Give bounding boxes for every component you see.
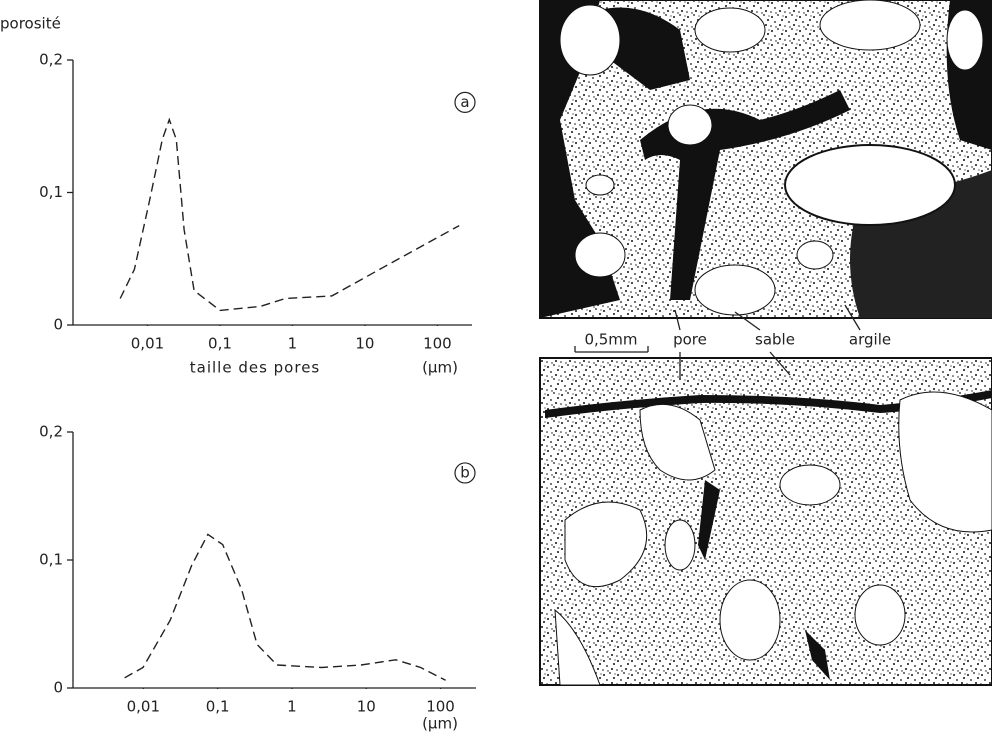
- x-tick-label: 100: [426, 698, 455, 716]
- micrograph-legend: 0,5mm pore sable argile: [574, 304, 891, 380]
- y-tick-label: 0,2: [39, 423, 63, 441]
- annotation: b: [460, 463, 470, 481]
- label-sable: sable: [755, 331, 795, 349]
- annotation-circle: [454, 91, 476, 114]
- x-tick-label: 10: [357, 698, 376, 716]
- y-tick-label: 0,1: [39, 551, 63, 569]
- x-tick-label: 100: [423, 335, 452, 353]
- x-unit: (µm): [422, 715, 458, 733]
- label-pore: pore: [673, 331, 707, 349]
- x-tick-label: 1: [287, 698, 297, 716]
- x-unit: (µm): [422, 359, 458, 377]
- x-axis-label: taille des pores: [190, 359, 321, 377]
- scale-bar-label: 0,5mm: [584, 331, 637, 349]
- x-tick-label: 10: [355, 335, 374, 353]
- x-tick-label: 0,1: [206, 698, 230, 716]
- micrograph-bottom: [539, 357, 992, 686]
- micrograph-top: [539, 0, 992, 319]
- y-tick-label: 0,1: [39, 183, 63, 201]
- x-tick-label: 0,01: [127, 698, 160, 716]
- x-tick-label: 0,01: [131, 335, 164, 353]
- data-line: [119, 117, 460, 312]
- x-tick-label: 0,1: [208, 335, 232, 353]
- annotation-circle: [454, 462, 476, 484]
- y-axis-label: porosité: [0, 15, 61, 33]
- x-tick-label: 1: [288, 335, 298, 353]
- y-tick-label: 0,2: [39, 51, 63, 69]
- annotation: a: [460, 93, 469, 111]
- data-line: [124, 533, 446, 681]
- y-tick-label: 0: [53, 679, 63, 697]
- y-tick-label: 0: [53, 316, 63, 334]
- label-argile: argile: [849, 331, 891, 349]
